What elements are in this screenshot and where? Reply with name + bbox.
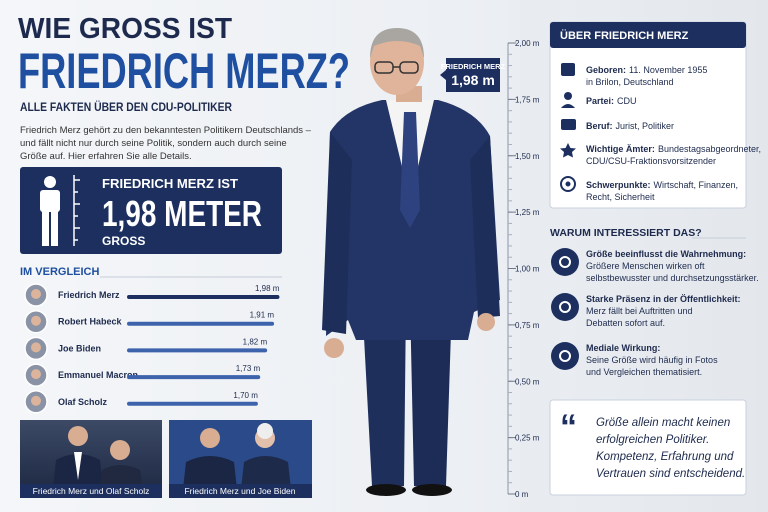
comparison-title: IM VERGLEICH — [20, 266, 100, 278]
ruler-label: 1,25 m — [515, 208, 540, 217]
why-text: Debatten sofort auf. — [586, 318, 665, 328]
avatar-face — [31, 369, 41, 380]
why-icon-glyph — [559, 350, 571, 362]
why-heading: Größe beeinflusst die Wahrnehmung: — [586, 249, 746, 259]
bar-label: 1,70 m — [233, 391, 258, 400]
callout-name: FRIEDRICH MERZ — [441, 62, 506, 71]
bar — [127, 401, 258, 406]
photo: Friedrich Merz und Joe Biden — [169, 420, 312, 498]
avatar-face — [31, 289, 41, 299]
why-text: selbstbewusster und durchsetzungsstärker… — [586, 273, 759, 283]
height-box — [20, 167, 282, 254]
about-text: Wirtschaft, Finanzen, — [654, 180, 739, 190]
about-header — [550, 22, 746, 48]
quote-line: erfolgreichen Politiker. — [596, 434, 709, 446]
ruler-label: 1,75 m — [515, 95, 540, 104]
title-line2: FRIEDRICH MERZ? — [18, 43, 350, 99]
about-text: CDU — [617, 96, 637, 106]
bar-label: 1,73 m — [236, 364, 261, 373]
height-line3: GROSS — [102, 234, 145, 248]
intro: und fällt nicht nur durch seine Politik,… — [20, 138, 287, 149]
about-icons — [560, 63, 576, 192]
photo: Friedrich Merz und Olaf Scholz — [20, 420, 162, 498]
about-title: ÜBER FRIEDRICH MERZ — [560, 29, 689, 42]
quote-line: Größe allein macht keinen — [596, 417, 730, 429]
bar — [127, 321, 275, 326]
why-icon — [551, 248, 579, 276]
quote-mark: “ — [560, 408, 577, 446]
why-text: Seine Größe wird häufig in Fotos — [586, 355, 718, 365]
bar-label: 1,98 m — [255, 284, 280, 293]
why-heading: Starke Präsenz in der Öffentlichkeit: — [586, 294, 741, 304]
about-item: Wichtige Ämter: Bundestagsabgeordneter, — [586, 144, 761, 154]
person-name: Joe Biden — [58, 343, 101, 353]
ruler-label: 1,00 m — [515, 265, 540, 274]
about-label: Wichtige Ämter: — [586, 144, 655, 154]
subtitle: ALLE FAKTEN ÜBER DEN CDU-POLITIKER — [20, 99, 232, 114]
why-text: und Vergleichen thematisiert. — [586, 367, 702, 377]
why-text: Merz fällt bei Auftritten und — [586, 306, 693, 316]
person-icon — [40, 176, 60, 246]
person-name: Olaf Scholz — [58, 397, 108, 407]
quote-line: Kompetenz, Erfahrung und — [596, 451, 734, 463]
ruler-label: 1,50 m — [515, 152, 540, 161]
avatar-face — [31, 395, 41, 406]
about-text: Recht, Sicherheit — [586, 192, 655, 202]
about-item: Partei: CDU — [586, 96, 637, 106]
height-line1: FRIEDRICH MERZ IST — [102, 176, 238, 191]
bar-label: 1,91 m — [250, 311, 275, 320]
avatar-face — [31, 315, 41, 326]
ruler-label: 2,00 m — [515, 39, 540, 48]
callout-value: 1,98 m — [451, 72, 495, 88]
bar — [127, 375, 261, 380]
about-text: 11. November 1955 — [629, 65, 707, 75]
ruler-label: 0,75 m — [515, 321, 540, 330]
photo-caption: Friedrich Merz und Joe Biden — [184, 486, 295, 496]
quote-line: Vertrauen sind entscheidend. — [596, 468, 745, 480]
ruler-label: 0,50 m — [515, 377, 540, 386]
callout — [440, 58, 500, 92]
person-name: Friedrich Merz — [58, 290, 120, 300]
about-label: Schwerpunkte: — [586, 180, 651, 190]
quote-box — [549, 399, 747, 496]
about-text: in Brilon, Deutschland — [586, 77, 674, 87]
about-item: Beruf: Jurist, Politiker — [586, 121, 674, 131]
why-text: Größere Menschen wirken oft — [586, 261, 705, 271]
about-label: Beruf: — [586, 121, 613, 131]
why-icon — [551, 342, 579, 370]
avatar-face — [31, 342, 41, 353]
bar — [127, 295, 280, 299]
bar-label: 1,82 m — [243, 337, 268, 346]
about-item: Geboren: 11. November 1955 — [586, 65, 707, 75]
ruler-icon — [73, 175, 80, 246]
ruler-label: 0 m — [515, 490, 529, 499]
about-item: Schwerpunkte: Wirtschaft, Finanzen, — [586, 180, 738, 190]
bar — [127, 348, 268, 353]
why-title: WARUM INTERESSIERT DAS? — [550, 227, 702, 239]
title-line1: WIE GROSS IST — [18, 13, 232, 45]
intro: Größe auf. Hier erfahren Sie alle Detail… — [20, 151, 192, 162]
man-figure — [322, 28, 500, 496]
person-name: Robert Habeck — [58, 317, 123, 327]
about-text: CDU/CSU-Fraktionsvorsitzender — [586, 156, 716, 166]
why-icon-glyph — [559, 301, 571, 313]
why-icon — [551, 293, 579, 321]
person-name: Emmanuel Macron — [58, 370, 138, 380]
intro: Friedrich Merz gehört zu den bekannteste… — [20, 125, 312, 136]
about-label: Geboren: — [586, 65, 626, 75]
about-text: Jurist, Politiker — [616, 121, 675, 131]
about-label: Partei: — [586, 96, 614, 106]
ruler-label: 0,25 m — [515, 434, 540, 443]
about-text: Bundestagsabgeordneter, — [658, 144, 761, 154]
why-icon-glyph — [559, 256, 571, 268]
height-line2: 1,98 METER — [102, 193, 262, 234]
photo-caption: Friedrich Merz und Olaf Scholz — [33, 486, 150, 496]
why-heading: Mediale Wirkung: — [586, 343, 660, 353]
